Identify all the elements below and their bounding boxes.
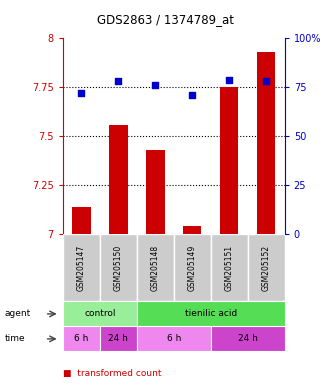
Point bbox=[190, 92, 195, 98]
Bar bbox=[211, 234, 248, 301]
Bar bbox=[100, 326, 137, 351]
Text: GSM205150: GSM205150 bbox=[114, 245, 123, 291]
Text: GSM205148: GSM205148 bbox=[151, 245, 160, 291]
Bar bbox=[137, 326, 211, 351]
Bar bbox=[211, 326, 285, 351]
Text: 6 h: 6 h bbox=[166, 334, 181, 343]
Bar bbox=[174, 234, 211, 301]
Bar bbox=[183, 227, 202, 234]
Text: agent: agent bbox=[5, 310, 31, 318]
Point bbox=[226, 76, 232, 83]
Text: GSM205149: GSM205149 bbox=[188, 245, 197, 291]
Bar bbox=[63, 234, 100, 301]
Text: control: control bbox=[84, 310, 116, 318]
Bar bbox=[257, 52, 275, 234]
Text: 24 h: 24 h bbox=[238, 334, 258, 343]
Text: 24 h: 24 h bbox=[108, 334, 128, 343]
Bar bbox=[248, 234, 285, 301]
Bar bbox=[72, 207, 91, 234]
Text: GDS2863 / 1374789_at: GDS2863 / 1374789_at bbox=[97, 13, 234, 26]
Bar bbox=[109, 124, 127, 234]
Text: ■  transformed count: ■ transformed count bbox=[63, 369, 162, 377]
Bar bbox=[220, 88, 238, 234]
Text: 6 h: 6 h bbox=[74, 334, 89, 343]
Bar bbox=[63, 326, 100, 351]
Bar bbox=[100, 234, 137, 301]
Point bbox=[263, 78, 269, 84]
Bar bbox=[146, 150, 165, 234]
Point bbox=[79, 90, 84, 96]
Point bbox=[153, 82, 158, 88]
Text: tienilic acid: tienilic acid bbox=[185, 310, 237, 318]
Bar bbox=[137, 301, 285, 326]
Text: GSM205151: GSM205151 bbox=[225, 245, 234, 291]
Text: GSM205147: GSM205147 bbox=[77, 245, 86, 291]
Point bbox=[116, 78, 121, 84]
Bar bbox=[63, 301, 137, 326]
Bar bbox=[137, 234, 174, 301]
Text: time: time bbox=[5, 334, 25, 343]
Text: GSM205152: GSM205152 bbox=[262, 245, 271, 291]
